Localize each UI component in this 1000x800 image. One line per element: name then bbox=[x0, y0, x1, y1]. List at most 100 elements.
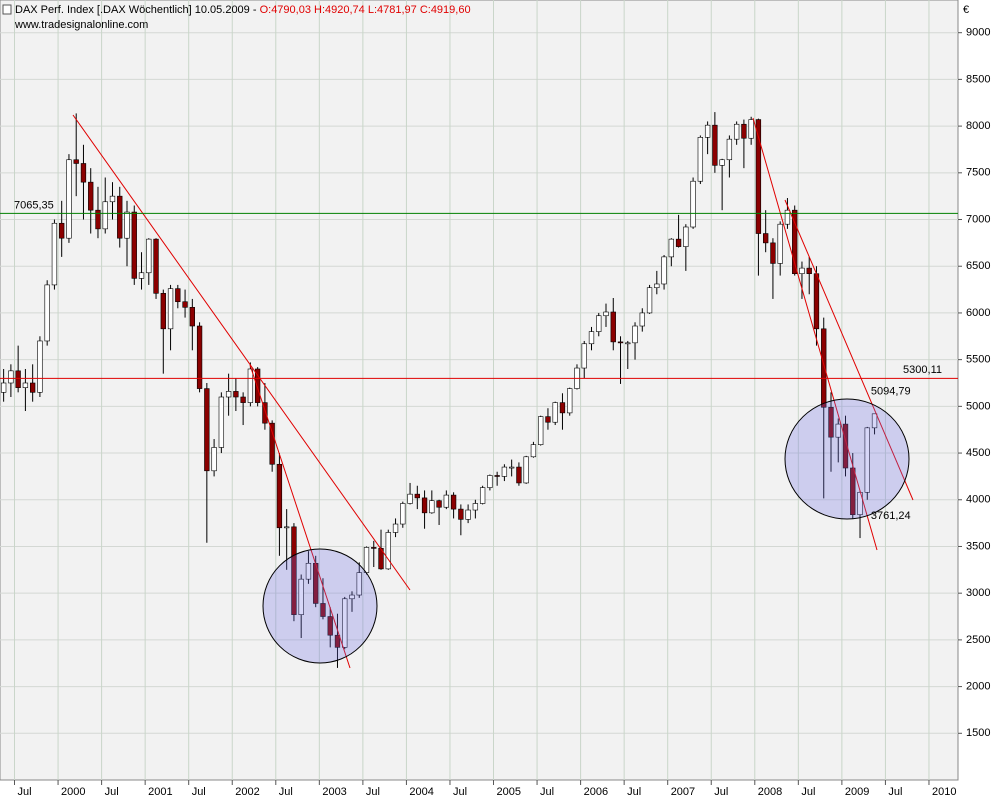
candle-body bbox=[646, 287, 653, 314]
annotation: 3761,24 bbox=[871, 510, 911, 522]
candle-body bbox=[414, 493, 420, 499]
candle-body bbox=[146, 238, 152, 274]
candle-body bbox=[88, 181, 94, 211]
candles bbox=[0, 112, 878, 668]
x-tick-label: 2007 bbox=[671, 786, 695, 798]
candle-body bbox=[675, 238, 682, 247]
chart-header: DAX Perf. Index [.DAX Wöchentlich] 10.05… bbox=[15, 4, 471, 16]
y-tick-label: 9000 bbox=[966, 27, 990, 39]
candle-body bbox=[871, 413, 878, 429]
x-tick-label: 2010 bbox=[932, 786, 956, 798]
candle-body bbox=[777, 223, 783, 264]
candle-body bbox=[552, 402, 558, 423]
y-tick-label: 8000 bbox=[966, 120, 990, 132]
candle-body bbox=[654, 283, 660, 289]
candle-body bbox=[102, 201, 108, 230]
candle-body bbox=[610, 311, 616, 343]
candle-body bbox=[233, 391, 239, 398]
candle-body bbox=[276, 463, 283, 529]
candle-body bbox=[349, 594, 355, 600]
candle-body bbox=[131, 211, 137, 279]
candle-body bbox=[51, 222, 58, 286]
y-tick-label: 6500 bbox=[966, 260, 990, 272]
chart-subtitle: www.tradesignalonline.com bbox=[14, 19, 148, 31]
candle-body bbox=[59, 222, 65, 239]
x-tick-label: 2003 bbox=[322, 786, 346, 798]
candle-body bbox=[298, 578, 304, 615]
x-tick-label: Jul bbox=[540, 786, 554, 798]
candle-body bbox=[153, 238, 159, 294]
x-tick-label: Jul bbox=[801, 786, 815, 798]
candle-body bbox=[254, 368, 261, 403]
candle-body bbox=[806, 267, 812, 275]
candle-body bbox=[479, 487, 486, 504]
candle-body bbox=[175, 288, 181, 303]
candle-body bbox=[167, 288, 174, 330]
candle-body bbox=[472, 503, 479, 511]
candle-body bbox=[784, 209, 791, 225]
candle-body bbox=[509, 466, 515, 469]
candle-body bbox=[763, 233, 769, 244]
candle-body bbox=[501, 466, 508, 477]
x-tick-label: Jul bbox=[366, 786, 380, 798]
candle-body bbox=[733, 123, 740, 140]
candle-body bbox=[538, 416, 544, 445]
x-tick-label: 2002 bbox=[235, 786, 259, 798]
candle-body bbox=[138, 272, 145, 279]
candle-body bbox=[117, 195, 123, 239]
candle-body bbox=[559, 402, 566, 414]
candle-body bbox=[748, 119, 754, 139]
candle-body bbox=[305, 562, 312, 580]
candle-body bbox=[588, 331, 595, 345]
candle-body bbox=[436, 500, 442, 508]
candle-body bbox=[385, 532, 391, 570]
candle-body bbox=[690, 180, 696, 228]
currency-label: € bbox=[963, 4, 969, 16]
candle-body bbox=[262, 402, 268, 424]
y-tick-label: 5500 bbox=[966, 354, 990, 366]
x-tick-label: Jul bbox=[453, 786, 467, 798]
x-tick-label: 2004 bbox=[409, 786, 433, 798]
y-tick-label: 8500 bbox=[966, 73, 990, 85]
grid bbox=[0, 0, 958, 780]
candle-body bbox=[704, 124, 711, 138]
candle-body bbox=[204, 388, 210, 472]
x-tick-label: 2006 bbox=[584, 786, 608, 798]
candle-body bbox=[581, 343, 587, 369]
x-tick-label: 2008 bbox=[758, 786, 782, 798]
horizontal-line-label: 5300,11 bbox=[903, 364, 942, 376]
trend-lines bbox=[72, 114, 914, 669]
candle-body bbox=[842, 423, 849, 469]
x-tick-label: Jul bbox=[888, 786, 902, 798]
candle-body bbox=[567, 388, 573, 414]
candle-body bbox=[342, 598, 348, 648]
candle-body bbox=[755, 119, 762, 234]
ohlc-label: O:4790,03 H:4920,74 L:4781,97 C:4919,60 bbox=[260, 4, 471, 16]
candle-body bbox=[458, 508, 464, 520]
y-tick-label: 3500 bbox=[966, 540, 990, 552]
candle-body bbox=[196, 325, 203, 389]
candle-body bbox=[864, 427, 870, 493]
candle-body bbox=[421, 497, 428, 514]
candle-body bbox=[487, 475, 493, 488]
candle-body bbox=[545, 416, 551, 423]
trend-line bbox=[72, 114, 411, 591]
candle-body bbox=[639, 312, 645, 327]
candle-body bbox=[530, 444, 537, 458]
candle-body bbox=[291, 526, 297, 615]
y-tick-label: 1500 bbox=[966, 727, 990, 739]
candle-body bbox=[465, 509, 471, 520]
candle-body bbox=[44, 284, 50, 342]
candle-body bbox=[80, 163, 87, 183]
trend-line bbox=[784, 199, 914, 501]
trend-line bbox=[752, 117, 878, 551]
x-tick-label: Jul bbox=[192, 786, 206, 798]
candle-body bbox=[443, 494, 449, 508]
candle-body bbox=[726, 138, 733, 161]
candle-body bbox=[334, 634, 341, 648]
x-tick-label: Jul bbox=[18, 786, 32, 798]
candle-body bbox=[95, 209, 101, 230]
candle-body bbox=[30, 382, 36, 393]
candle-body bbox=[429, 500, 435, 514]
